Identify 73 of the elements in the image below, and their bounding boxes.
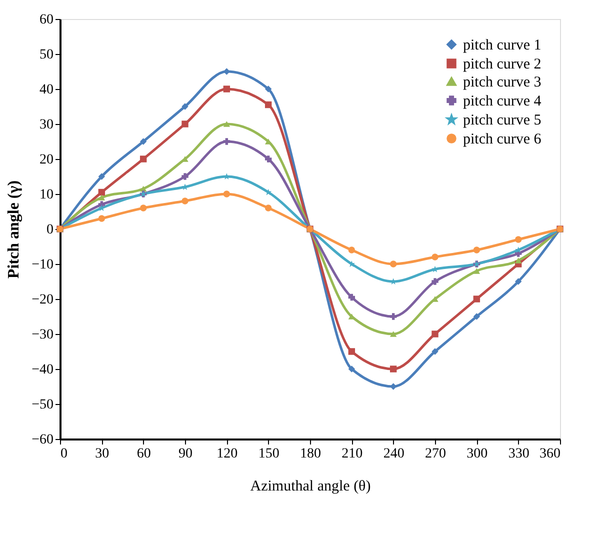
point	[182, 103, 188, 110]
y-tick-label: 10	[40, 188, 54, 202]
y-tick-label: −60	[32, 432, 54, 448]
x-tick-label: 0	[60, 446, 68, 462]
y-tick-label: 20	[40, 152, 54, 168]
x-tick-label: 60	[136, 446, 151, 462]
x-tick-label: 120	[216, 446, 238, 462]
x-tick-label: 30	[95, 446, 110, 462]
point	[390, 313, 397, 320]
point	[348, 366, 356, 372]
x-tick-label: 180	[300, 446, 321, 462]
y-tick-label: −40	[32, 362, 54, 378]
point	[140, 156, 147, 162]
point	[348, 348, 356, 355]
point	[473, 296, 480, 302]
legend-label: pitch curve 6	[463, 132, 542, 148]
point	[390, 366, 397, 372]
x-tick-label: 240	[383, 446, 404, 462]
point	[514, 278, 522, 285]
point	[390, 260, 397, 268]
y-tick-label: −30	[32, 328, 54, 342]
point	[473, 268, 480, 274]
y-tick-label: 0	[46, 222, 54, 238]
legend-label: pitch curve 4	[463, 94, 542, 110]
point	[390, 331, 397, 337]
point	[264, 156, 272, 162]
x-tick-label: 150	[258, 446, 280, 462]
point	[514, 236, 522, 243]
point	[140, 138, 147, 145]
point	[432, 278, 438, 285]
point	[140, 204, 147, 212]
point	[264, 101, 272, 108]
y-tick-label: 30	[40, 118, 54, 132]
x-axis-title: Azimuthal angle (θ)	[250, 478, 371, 494]
point	[223, 138, 230, 145]
point	[348, 260, 356, 268]
legend-label: pitch curve 3	[463, 74, 542, 90]
x-tick-label: 210	[342, 446, 363, 462]
y-tick-label: 40	[40, 82, 54, 98]
legend-label: pitch curve 5	[463, 112, 542, 128]
y-tick-label: 60	[40, 12, 54, 28]
x-tick-label: 360	[540, 446, 560, 462]
point	[348, 246, 356, 254]
y-tick-label: −20	[32, 292, 54, 308]
y-tick-label: −10	[32, 258, 54, 272]
point	[432, 348, 438, 355]
legend-label: pitch curve 2	[463, 56, 542, 72]
point	[223, 190, 230, 198]
point	[98, 188, 106, 196]
point	[432, 254, 438, 260]
y-tick-label: −50	[32, 398, 54, 412]
point	[473, 246, 480, 254]
point	[514, 258, 522, 264]
point	[432, 330, 438, 338]
point	[98, 173, 106, 180]
x-tick-label: 90	[178, 446, 192, 462]
point	[264, 86, 272, 92]
point	[223, 86, 230, 92]
point	[348, 294, 356, 301]
point	[182, 120, 188, 128]
point	[182, 173, 188, 180]
point	[264, 204, 272, 212]
point	[98, 194, 106, 200]
x-tick-label: 330	[508, 446, 530, 462]
point	[182, 198, 188, 204]
point	[473, 313, 480, 320]
y-axis-title: Pitch angle (γ)	[6, 180, 23, 279]
point	[98, 215, 106, 222]
x-tick-label: 300	[466, 446, 488, 462]
legend-label: pitch curve 1	[463, 38, 542, 54]
x-tick-label: 270	[425, 446, 446, 462]
y-tick-label: 50	[40, 48, 54, 62]
point	[223, 121, 230, 127]
